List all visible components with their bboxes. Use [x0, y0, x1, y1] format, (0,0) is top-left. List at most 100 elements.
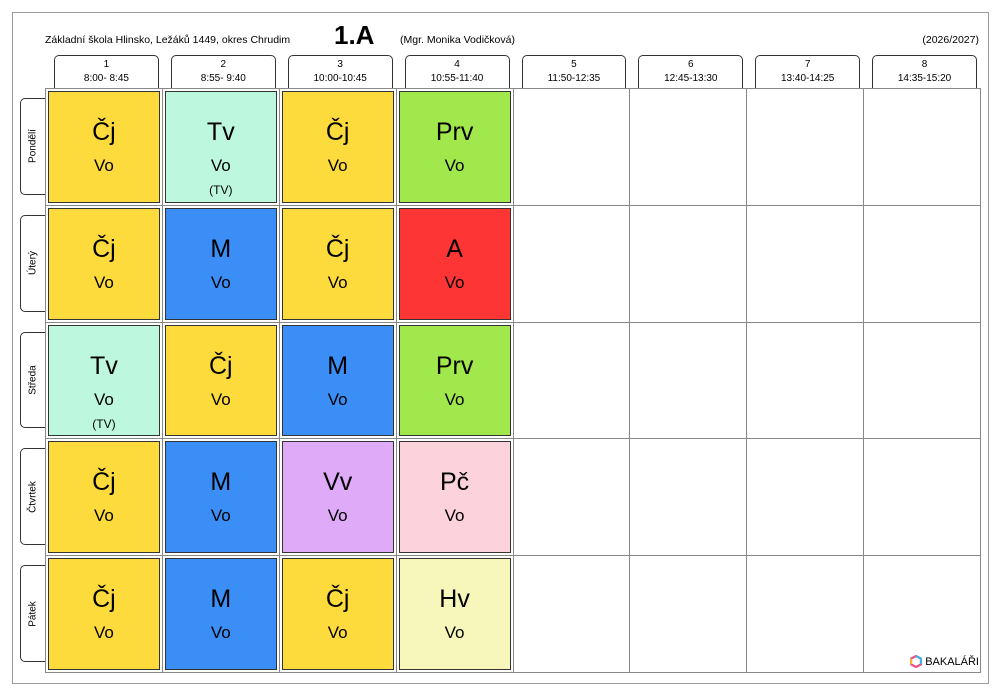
subject: A: [446, 234, 463, 263]
lesson: M Vo: [164, 558, 277, 670]
lesson-teacher: Vo: [94, 389, 114, 409]
lesson: Hv Vo: [398, 558, 511, 670]
lesson-teacher: Vo: [327, 623, 348, 643]
subject: Hv: [439, 585, 470, 614]
lesson-teacher: Vo: [444, 389, 465, 409]
subject: Čj: [92, 585, 116, 614]
day-name: Pondělí: [27, 129, 39, 164]
period-time: 8:55- 9:40: [200, 73, 246, 84]
lesson: M Vo: [281, 324, 394, 437]
lesson-teacher: Vo: [210, 389, 231, 409]
cell: [746, 88, 865, 206]
lesson: Vv Vo: [281, 441, 394, 554]
lesson-teacher: Vo: [94, 623, 114, 643]
subject: Prv: [435, 351, 474, 380]
room: (TV): [92, 416, 116, 431]
period-number: 2: [220, 59, 227, 70]
cell: [512, 88, 631, 206]
cell: [512, 555, 631, 673]
lesson: Čj Vo: [48, 207, 160, 320]
lesson-teacher: Vo: [210, 506, 231, 526]
day-tab: Středa: [20, 331, 45, 429]
period-number: 6: [688, 59, 694, 70]
lesson: Čj Vo: [281, 91, 394, 203]
lesson: Prv Vo: [398, 91, 511, 203]
lesson-teacher: Vo: [210, 623, 231, 643]
lesson: Čj Vo: [164, 324, 277, 437]
day-tab: Pátek: [20, 565, 45, 662]
cell: [512, 321, 631, 440]
period-number: 3: [337, 59, 343, 70]
room: (TV): [209, 183, 233, 197]
subject: Čj: [325, 585, 350, 614]
cell: [863, 438, 981, 557]
lesson: Tv Vo (TV): [48, 324, 160, 437]
cell: [629, 555, 748, 673]
subject: Čj: [325, 118, 350, 146]
teacher: (Mgr. Monika Vodičková): [400, 34, 515, 46]
lesson-teacher: Vo: [444, 623, 465, 643]
day-name: Čtvrtek: [27, 480, 39, 513]
lesson-teacher: Vo: [444, 272, 465, 292]
day-name: Pátek: [27, 600, 39, 627]
period-time: 11:50-12:35: [547, 73, 601, 84]
period-tab: 2 8:55- 9:40: [170, 55, 276, 88]
lesson: M Vo: [164, 207, 277, 320]
lesson: Čj Vo: [281, 558, 394, 670]
lesson-teacher: Vo: [327, 506, 348, 526]
period-tab: 8 14:35-15:20: [872, 55, 977, 88]
lesson: Tv Vo (TV): [164, 91, 277, 203]
subject: M: [210, 585, 232, 614]
period-number: 1: [103, 59, 110, 70]
period-number: 8: [921, 59, 928, 70]
period-tab: 3 10:00-10:45: [287, 55, 393, 88]
subject: Vv: [323, 468, 353, 497]
cell: [512, 438, 631, 557]
lesson: Čj Vo: [48, 558, 160, 670]
period-number: 4: [454, 59, 460, 70]
lesson: Čj Vo: [281, 207, 394, 320]
lesson-teacher: Vo: [327, 389, 348, 409]
brand-logo: [910, 655, 923, 668]
lesson-teacher: Vo: [210, 272, 231, 292]
lesson-teacher: Vo: [327, 156, 348, 175]
subject: Čj: [92, 234, 116, 263]
subject: Čj: [92, 118, 116, 146]
lesson: M Vo: [164, 441, 277, 554]
subject: Prv: [435, 118, 474, 146]
period-time: 10:00-10:45: [313, 73, 367, 84]
subject: Čj: [325, 234, 350, 263]
period-tab: 1 8:00- 8:45: [54, 55, 159, 88]
lesson: Čj Vo: [48, 441, 160, 554]
cell: [863, 88, 981, 206]
period-time: 8:00- 8:45: [83, 73, 129, 84]
day-name: Úterý: [27, 251, 39, 276]
brand-text: BAKALÁŘI: [925, 655, 979, 668]
cell: [863, 204, 981, 323]
lesson-teacher: Vo: [327, 272, 348, 292]
subject: M: [327, 351, 349, 380]
lesson: Prv Vo: [398, 324, 511, 437]
period-tab: 4 10:55-11:40: [404, 55, 510, 88]
cell: [746, 438, 865, 557]
class: 1.A: [334, 20, 375, 50]
period-tab: 7 13:40-14:25: [755, 55, 861, 88]
period-tab: 6 12:45-13:30: [638, 55, 744, 88]
cell: [512, 204, 631, 323]
lesson-teacher: Vo: [210, 156, 231, 175]
day-tab: Pondělí: [20, 98, 45, 195]
lesson-teacher: Vo: [444, 156, 465, 175]
period-time: 12:45-13:30: [664, 73, 718, 84]
subject: M: [210, 234, 232, 263]
lesson-teacher: Vo: [444, 506, 465, 526]
subject: Pč: [439, 468, 470, 497]
cell: [746, 321, 865, 440]
period-time: 13:40-14:25: [780, 73, 835, 84]
day-tab: Čtvrtek: [20, 448, 45, 546]
cell: [863, 555, 981, 673]
cell: [746, 204, 865, 323]
period-time: 14:35-15:20: [897, 73, 952, 84]
subject: Tv: [90, 351, 118, 380]
cell: [863, 321, 981, 440]
